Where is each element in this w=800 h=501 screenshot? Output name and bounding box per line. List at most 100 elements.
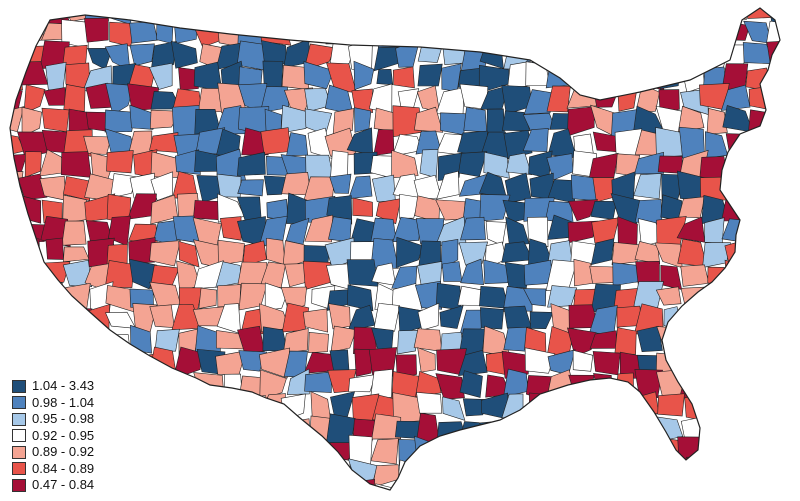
region	[501, 241, 534, 263]
region	[215, 396, 248, 423]
region	[744, 478, 774, 490]
region	[371, 8, 398, 23]
region	[19, 8, 48, 25]
region	[480, 307, 504, 330]
region	[743, 280, 768, 312]
region	[41, 107, 70, 133]
region	[304, 214, 334, 243]
region	[417, 63, 443, 87]
region	[458, 241, 488, 266]
region	[391, 149, 419, 179]
region	[417, 302, 440, 331]
region	[788, 440, 800, 465]
region	[174, 149, 201, 175]
region	[749, 155, 776, 177]
region	[677, 436, 709, 463]
region	[615, 61, 641, 89]
region	[84, 17, 109, 43]
region	[790, 303, 800, 334]
legend-item: 0.95 - 0.98	[12, 411, 182, 427]
region	[745, 352, 773, 378]
region	[303, 61, 335, 90]
region	[765, 222, 780, 242]
region	[129, 258, 158, 290]
region	[435, 283, 462, 311]
legend-swatch	[12, 412, 26, 426]
region	[788, 216, 800, 238]
region	[722, 331, 754, 356]
region	[678, 326, 709, 355]
region	[568, 374, 595, 401]
region	[265, 415, 290, 444]
region	[634, 8, 666, 27]
region	[416, 392, 443, 414]
region	[680, 347, 709, 373]
region	[680, 264, 710, 287]
region	[62, 282, 91, 310]
region	[590, 200, 617, 220]
region	[178, 67, 200, 91]
region	[326, 263, 352, 290]
region	[328, 303, 351, 330]
region	[266, 437, 291, 466]
region	[633, 173, 662, 200]
region	[793, 371, 800, 398]
region	[522, 288, 547, 307]
region	[241, 435, 269, 465]
region	[10, 351, 27, 379]
region	[195, 416, 225, 443]
region	[566, 327, 597, 357]
region	[416, 8, 445, 24]
region	[523, 8, 555, 24]
region	[21, 106, 42, 138]
region	[282, 457, 311, 486]
region	[480, 19, 504, 43]
region	[787, 62, 800, 88]
region	[22, 264, 42, 286]
region	[397, 88, 420, 110]
region	[744, 443, 770, 464]
region	[527, 458, 554, 482]
region	[61, 327, 87, 357]
region	[10, 236, 27, 263]
region	[634, 369, 663, 398]
region	[790, 194, 800, 216]
region	[544, 42, 573, 68]
region	[567, 106, 595, 137]
region	[659, 458, 682, 490]
region	[352, 23, 377, 49]
region	[243, 417, 270, 441]
region	[310, 391, 331, 420]
region	[657, 393, 685, 417]
region	[677, 19, 705, 45]
region	[259, 347, 291, 379]
region	[744, 304, 774, 335]
legend-swatch	[12, 478, 26, 492]
region	[485, 221, 507, 246]
region	[792, 128, 800, 157]
region	[151, 8, 180, 25]
region	[722, 172, 751, 202]
region	[768, 325, 780, 357]
region	[150, 171, 173, 201]
legend-label: 0.95 - 0.98	[32, 411, 95, 426]
region	[199, 456, 226, 487]
region	[417, 347, 436, 373]
region	[702, 284, 728, 311]
region	[567, 43, 591, 68]
region	[458, 457, 486, 487]
region	[260, 462, 290, 487]
region	[677, 307, 707, 335]
region	[483, 151, 510, 179]
region	[440, 112, 468, 136]
region	[10, 305, 24, 329]
region	[702, 39, 731, 64]
region	[416, 85, 440, 113]
region	[771, 303, 780, 333]
region	[591, 217, 620, 244]
region	[371, 413, 402, 440]
region	[729, 478, 751, 490]
region	[526, 419, 556, 439]
region	[726, 392, 752, 419]
region	[354, 107, 372, 133]
